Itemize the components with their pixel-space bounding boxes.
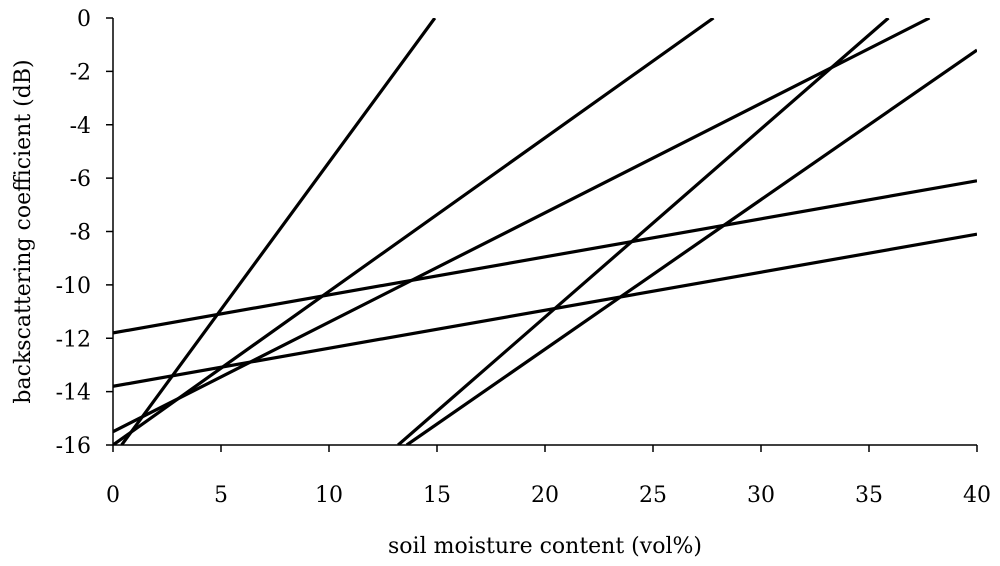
y-tick-label: -6 <box>70 167 91 192</box>
series-line-4 <box>397 18 890 445</box>
series-line-6 <box>113 179 977 335</box>
y-tick-label: -10 <box>56 274 91 299</box>
series-line-5 <box>405 48 977 445</box>
series-line-1 <box>120 18 437 445</box>
y-axis-title: backscattering coefficient (dB) <box>11 59 36 403</box>
x-tick-label: 20 <box>531 483 559 508</box>
x-tick-group: 0 5 10 15 20 25 30 35 40 <box>106 445 991 508</box>
y-tick-label: -14 <box>56 381 91 406</box>
y-tick-label: 0 <box>77 7 91 32</box>
x-tick-label: 10 <box>315 483 343 508</box>
series-line-3 <box>113 18 931 434</box>
plot-series-group <box>113 18 977 445</box>
x-tick-label: 35 <box>855 483 883 508</box>
y-tick-group: 0 -2 -4 -6 -8 -10 -12 -14 -16 <box>56 7 113 459</box>
x-tick-label: 30 <box>747 483 775 508</box>
series-line-7 <box>113 232 977 388</box>
series-line-2 <box>113 18 715 445</box>
x-axis-title: soil moisture content (vol%) <box>388 534 702 559</box>
x-tick-label: 40 <box>963 483 991 508</box>
y-tick-label: -8 <box>70 221 91 246</box>
y-tick-label: -2 <box>70 60 91 85</box>
y-tick-label: -12 <box>56 327 91 352</box>
y-tick-label: -4 <box>70 114 91 139</box>
x-tick-label: 0 <box>106 483 120 508</box>
y-tick-label: -16 <box>56 434 91 459</box>
x-tick-label: 25 <box>639 483 667 508</box>
x-tick-label: 5 <box>214 483 228 508</box>
x-tick-label: 15 <box>423 483 451 508</box>
